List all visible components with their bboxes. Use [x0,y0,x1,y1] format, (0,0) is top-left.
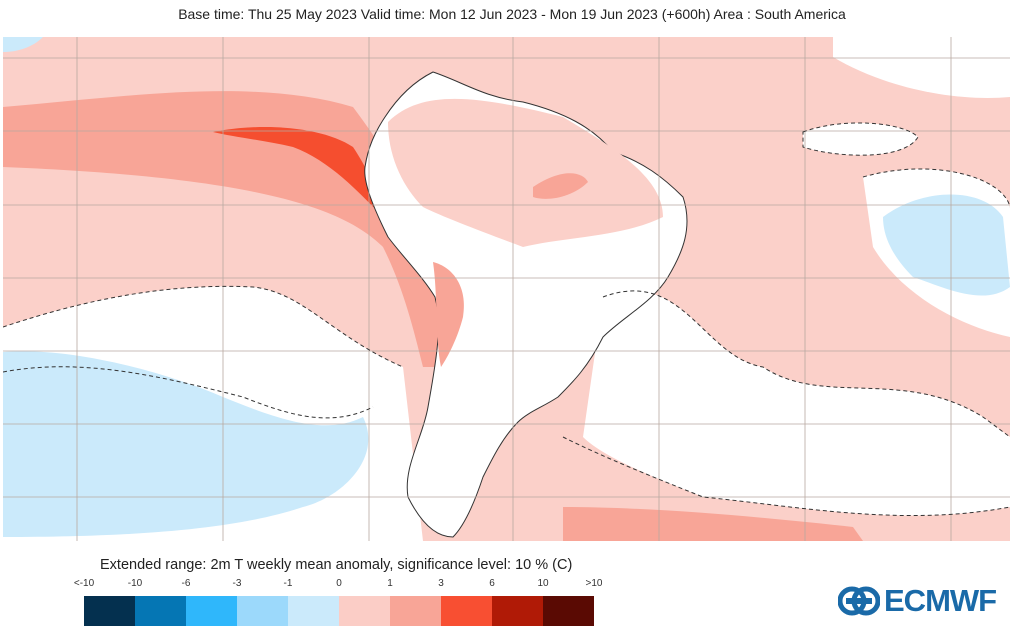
legend-tick: 3 [438,578,444,589]
legend-swatch [186,596,237,626]
legend-swatch [237,596,288,626]
legend-title: Extended range: 2m T weekly mean anomaly… [100,557,573,573]
warm-land-north [388,98,663,247]
neutral-region-atlantic [583,290,1010,516]
legend-swatches [84,596,594,626]
ecmwf-logo: ECMWF [838,583,997,619]
legend-tick: 6 [489,578,495,589]
legend-tick: -3 [232,578,242,589]
legend-swatch [492,596,543,626]
lat-lon-grid [3,37,1010,541]
legend-tick: -10 [127,578,143,589]
very-warm-core-pacific [213,127,388,222]
legend-swatch [288,596,339,626]
legend-tick: 10 [537,578,549,589]
legend-tick: <-10 [73,578,95,589]
legend-tick: 1 [387,578,393,589]
legend-swatch [339,596,390,626]
legend-swatch [84,596,135,626]
legend-tick: >10 [585,578,603,589]
warm-land-amazon [533,173,588,199]
legend-tick: -1 [283,578,293,589]
significance-contours [3,122,1010,517]
cool-region-southeast-pacific [3,351,369,537]
warm-land-andes [433,262,464,367]
legend-tick: 0 [336,578,342,589]
map-title: Base time: Thu 25 May 2023 Valid time: M… [178,6,846,22]
legend-swatch [441,596,492,626]
cool-region-northwest [3,37,43,52]
neutral-region-caribbean [833,37,1010,98]
legend-swatch [543,596,594,626]
legend-swatch [390,596,441,626]
legend-swatch [135,596,186,626]
cool-region-east-atlantic [883,194,1010,296]
ecmwf-logo-icon [838,586,880,616]
logo-text: ECMWF [884,583,997,618]
anomaly-map [3,37,1010,541]
warm-band-south-atlantic [563,507,863,541]
legend-tick: -6 [181,578,191,589]
